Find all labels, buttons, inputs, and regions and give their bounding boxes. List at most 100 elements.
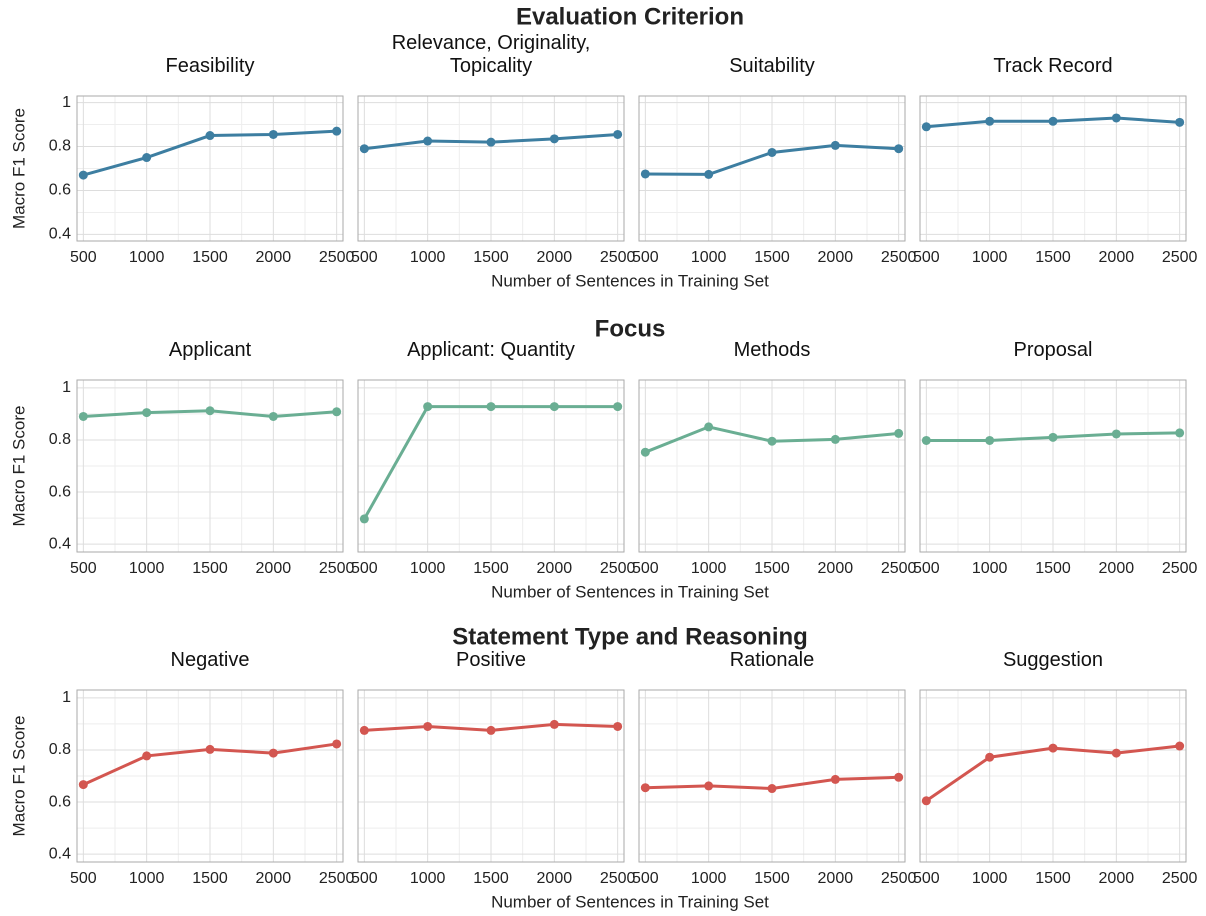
x-tick-label: 1500 bbox=[1035, 249, 1071, 266]
x-tick-label: 1500 bbox=[1035, 870, 1071, 887]
point bbox=[613, 129, 623, 139]
x-tick-label: 2500 bbox=[319, 560, 355, 577]
x-tick-label: 1500 bbox=[192, 560, 228, 577]
point bbox=[1175, 117, 1185, 127]
point bbox=[894, 144, 904, 154]
x-tick-label: 1500 bbox=[754, 560, 790, 577]
point bbox=[1175, 741, 1185, 751]
panel-title: Rationale bbox=[729, 649, 815, 671]
point bbox=[332, 739, 342, 749]
point bbox=[268, 748, 278, 758]
point bbox=[1111, 113, 1121, 123]
x-tick-label: 500 bbox=[70, 870, 97, 887]
point bbox=[205, 131, 215, 141]
point bbox=[767, 436, 777, 446]
x-tick-label: 2500 bbox=[1162, 870, 1198, 887]
x-tick-label: 2500 bbox=[600, 560, 636, 577]
y-tick-label: 0.4 bbox=[49, 226, 71, 243]
x-tick-label: 1000 bbox=[129, 249, 165, 266]
x-tick-label: 1000 bbox=[410, 249, 446, 266]
x-tick-label: 2000 bbox=[1099, 249, 1135, 266]
x-tick-label: 2000 bbox=[1099, 870, 1135, 887]
point bbox=[921, 435, 931, 445]
panel-border bbox=[919, 379, 1187, 553]
point bbox=[894, 772, 904, 782]
panel-title: Relevance, Originality, Topicality bbox=[391, 32, 591, 77]
point bbox=[1048, 432, 1058, 442]
x-tick-label: 1500 bbox=[192, 249, 228, 266]
y-tick-label: 0.4 bbox=[49, 535, 71, 552]
point bbox=[921, 122, 931, 132]
point bbox=[78, 780, 88, 790]
y-tick-label: 1 bbox=[62, 379, 71, 396]
x-tick-label: 1000 bbox=[410, 870, 446, 887]
point bbox=[985, 435, 995, 445]
x-tick-label: 500 bbox=[632, 249, 659, 266]
point bbox=[830, 434, 840, 444]
point bbox=[78, 411, 88, 421]
x-tick-label: 2500 bbox=[1162, 249, 1198, 266]
point bbox=[486, 402, 496, 412]
x-tick-label: 2000 bbox=[1099, 560, 1135, 577]
panel-border bbox=[357, 95, 625, 242]
x-tick-label: 1000 bbox=[129, 870, 165, 887]
x-tick-label: 500 bbox=[351, 249, 378, 266]
y-tick-label: 0.6 bbox=[49, 483, 71, 500]
y-tick-label: 0.8 bbox=[49, 431, 71, 448]
point bbox=[704, 781, 714, 791]
x-tick-label: 1000 bbox=[129, 560, 165, 577]
x-tick-label: 1000 bbox=[972, 560, 1008, 577]
x-axis-label: Number of Sentences in Training Set bbox=[491, 582, 769, 601]
x-tick-label: 1500 bbox=[192, 870, 228, 887]
point bbox=[78, 170, 88, 180]
point bbox=[1111, 429, 1121, 439]
panel-border bbox=[638, 379, 906, 553]
x-tick-label: 1500 bbox=[754, 249, 790, 266]
point bbox=[1048, 743, 1058, 753]
point bbox=[1111, 748, 1121, 758]
y-axis-label: Macro F1 Score bbox=[9, 716, 28, 837]
x-tick-label: 500 bbox=[913, 870, 940, 887]
panel-border bbox=[76, 95, 344, 242]
point bbox=[549, 402, 559, 412]
group-title: Evaluation Criterion bbox=[516, 3, 744, 30]
x-tick-label: 2500 bbox=[1162, 560, 1198, 577]
x-tick-label: 500 bbox=[351, 560, 378, 577]
x-tick-label: 500 bbox=[632, 870, 659, 887]
x-tick-label: 2500 bbox=[881, 870, 917, 887]
x-tick-label: 2000 bbox=[537, 249, 573, 266]
point bbox=[268, 129, 278, 139]
panel-title: Suitability bbox=[729, 55, 815, 77]
point bbox=[359, 725, 369, 735]
point bbox=[985, 752, 995, 762]
x-tick-label: 500 bbox=[351, 870, 378, 887]
panel-title: Negative bbox=[170, 649, 250, 671]
x-tick-label: 1500 bbox=[473, 560, 509, 577]
point bbox=[549, 134, 559, 144]
point bbox=[142, 751, 152, 761]
panel-title: Applicant bbox=[168, 339, 252, 361]
x-tick-label: 2500 bbox=[600, 870, 636, 887]
panel-border bbox=[357, 379, 625, 553]
point bbox=[486, 725, 496, 735]
point bbox=[613, 402, 623, 412]
panel-title: Applicant: Quantity bbox=[407, 339, 575, 361]
x-axis-label: Number of Sentences in Training Set bbox=[491, 892, 769, 911]
point bbox=[423, 402, 433, 412]
x-tick-label: 1500 bbox=[754, 870, 790, 887]
point bbox=[985, 116, 995, 126]
x-tick-label: 2000 bbox=[537, 870, 573, 887]
x-tick-label: 2000 bbox=[818, 560, 854, 577]
point bbox=[704, 169, 714, 179]
point bbox=[830, 140, 840, 150]
point bbox=[549, 719, 559, 729]
point bbox=[704, 422, 714, 432]
x-tick-label: 1500 bbox=[473, 249, 509, 266]
group-title: Statement Type and Reasoning bbox=[452, 623, 808, 650]
panel-title: Suggestion bbox=[1002, 649, 1104, 671]
panel-title: Methods bbox=[733, 339, 811, 361]
panel-title: Track Record bbox=[993, 55, 1113, 77]
x-tick-label: 2500 bbox=[881, 249, 917, 266]
